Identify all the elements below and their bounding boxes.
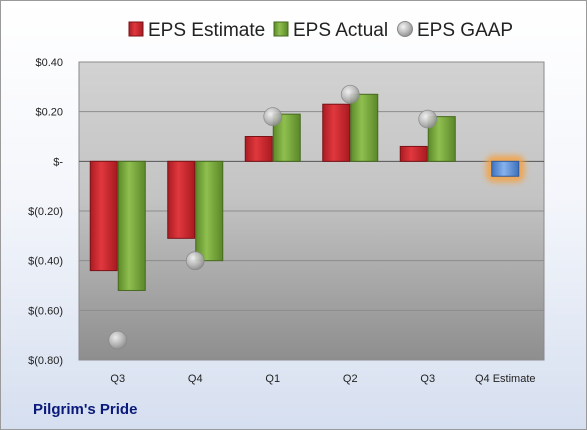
x-axis-ticks: Q3 Q4 Q1 Q2 Q3 Q4 Estimate bbox=[110, 373, 535, 385]
legend-swatch bbox=[273, 21, 289, 37]
eps-actual-bar bbox=[350, 93, 379, 162]
x-tick-label: Q3 bbox=[110, 373, 125, 385]
legend-label: EPS GAAP bbox=[417, 20, 513, 41]
y-tick-label: $0.40 bbox=[35, 57, 63, 69]
y-tick-label: $(0.80) bbox=[28, 355, 63, 367]
legend: EPS Estimate EPS Actual EPS GAAP bbox=[128, 20, 513, 41]
gridlines bbox=[79, 61, 544, 361]
y-tick-label: $(0.20) bbox=[28, 206, 63, 218]
legend-swatch bbox=[397, 21, 413, 37]
x-tick-label: Q4 bbox=[188, 373, 203, 385]
y-tick-label: $- bbox=[53, 156, 63, 168]
x-tick-label: Q2 bbox=[343, 373, 358, 385]
legend-label: EPS Estimate bbox=[148, 20, 265, 41]
x-tick-label: Q1 bbox=[265, 373, 280, 385]
x-tick-label: Q4 Estimate bbox=[475, 373, 536, 385]
eps-gaap-marker bbox=[340, 84, 360, 104]
legend-swatch bbox=[128, 21, 144, 37]
eps-estimate-bar bbox=[399, 145, 428, 162]
eps-gaap-marker bbox=[263, 107, 283, 127]
q4-estimate-bar bbox=[491, 160, 520, 177]
eps-gaap-marker bbox=[418, 109, 438, 129]
y-axis-ticks: $0.40 $0.20 $- $(0.20) $(0.40) $(0.60) $(0.80) bbox=[28, 57, 63, 367]
eps-estimate-bar bbox=[89, 160, 118, 272]
y-tick-label: $(0.40) bbox=[28, 256, 63, 268]
y-tick-label: $(0.60) bbox=[28, 305, 63, 317]
eps-gaap-marker bbox=[108, 330, 128, 350]
eps-estimate-bar bbox=[167, 160, 196, 239]
x-tick-label: Q3 bbox=[420, 373, 435, 385]
eps-gaap-marker bbox=[185, 251, 205, 271]
eps-actual-bar bbox=[195, 160, 224, 262]
eps-estimate-bar bbox=[322, 103, 351, 162]
y-tick-label: $0.20 bbox=[35, 107, 63, 119]
company-name: Pilgrim's Pride bbox=[33, 401, 138, 418]
bars bbox=[89, 84, 525, 350]
legend-label: EPS Actual bbox=[293, 20, 388, 41]
eps-estimate-bar bbox=[244, 136, 273, 162]
eps-actual-bar bbox=[117, 160, 146, 291]
